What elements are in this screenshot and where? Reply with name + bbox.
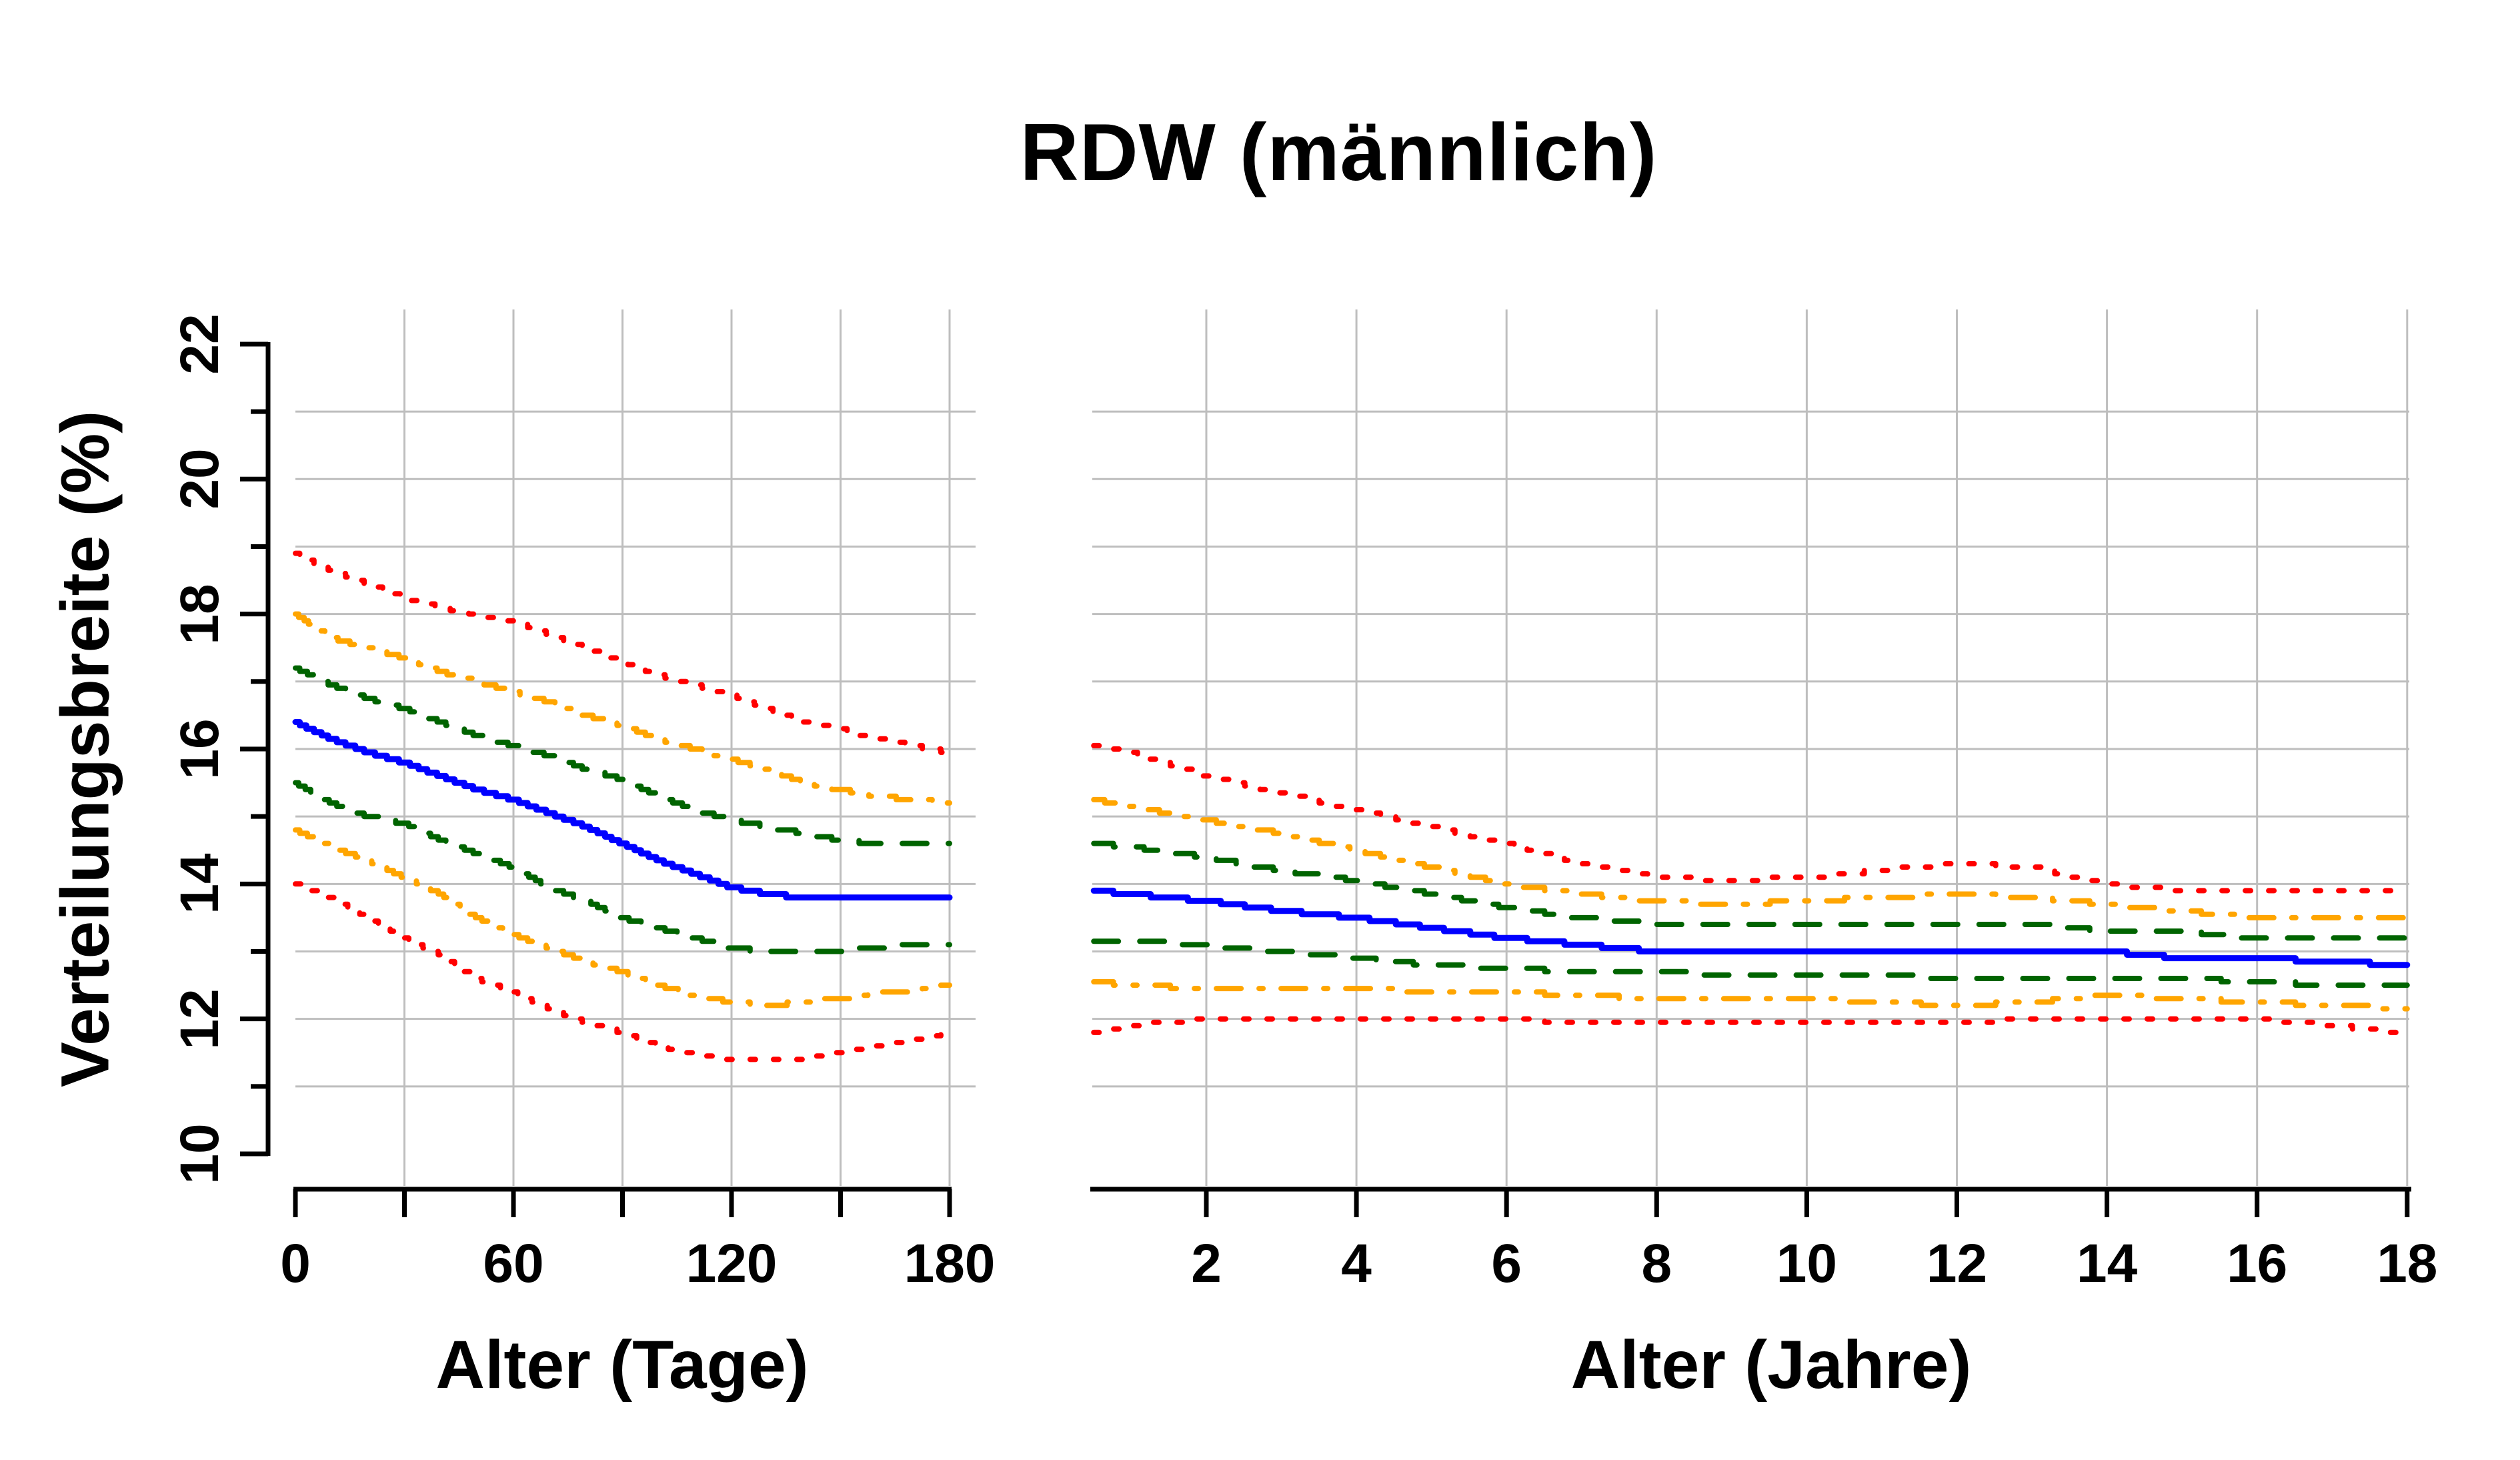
chart-title: RDW (männlich)	[1020, 107, 1658, 197]
y-tick-label: 20	[169, 448, 230, 510]
series-upper-green-dashed	[293, 665, 952, 846]
series-upper-orange-dashdot	[1091, 796, 2410, 920]
y-tick-label: 16	[169, 718, 230, 780]
x-tick-label: 0	[280, 1233, 311, 1294]
x-tick-label: 14	[2076, 1233, 2138, 1294]
series-upper-red-dotted	[1091, 742, 2410, 894]
y-axis-title: Verteilungsbreite (%)	[47, 410, 123, 1088]
x-tick-label: 10	[1776, 1233, 1837, 1294]
x-tick-label: 120	[686, 1233, 778, 1294]
series-lower-red-dotted	[1091, 1016, 2410, 1035]
x-tick-label: 8	[1641, 1233, 1672, 1294]
x-tick-label: 180	[904, 1233, 996, 1294]
x-axis-title-years: Alter (Jahre)	[1570, 1327, 1972, 1403]
y-tick-label: 12	[169, 988, 230, 1050]
x-tick-label: 6	[1491, 1233, 1522, 1294]
x-tick-label: 12	[1926, 1233, 1988, 1294]
series-lower-green-dashed	[293, 780, 952, 954]
x-tick-label: 4	[1341, 1233, 1372, 1294]
x-tick-label: 18	[2377, 1233, 2438, 1294]
series-upper-green-dashed	[1091, 840, 2410, 941]
series-lower-orange-dashdot	[1091, 979, 2410, 1012]
series-upper-orange-dashdot	[293, 611, 952, 806]
series-lower-green-dashed	[1091, 938, 2410, 988]
y-tick-label: 22	[169, 313, 230, 375]
y-tick-label: 10	[169, 1123, 230, 1185]
series-median-blue-solid	[1090, 887, 2411, 968]
y-tick-label: 14	[169, 853, 230, 914]
x-axis-title-days: Alter (Tage)	[435, 1327, 809, 1403]
x-tick-label: 60	[483, 1233, 544, 1294]
series-lower-red-dotted	[293, 881, 952, 1062]
series-lower-orange-dashdot	[293, 827, 952, 1008]
series-median-blue-solid	[292, 719, 953, 901]
series-upper-red-dotted	[293, 550, 952, 755]
y-tick-label: 18	[169, 584, 230, 645]
x-tick-label: 2	[1191, 1233, 1222, 1294]
x-tick-label: 16	[2227, 1233, 2288, 1294]
